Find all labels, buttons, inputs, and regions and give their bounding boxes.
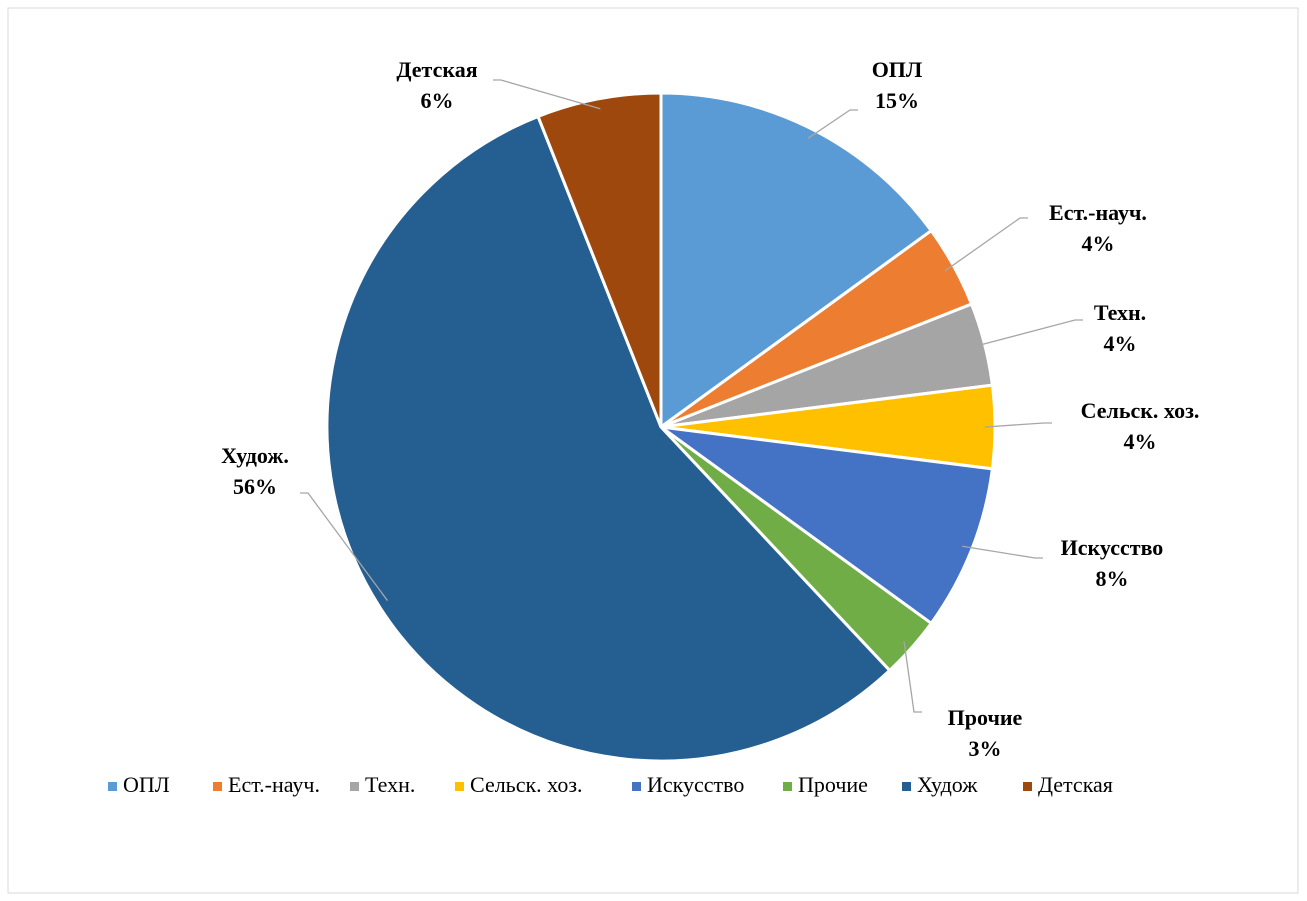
data-label-name: Техн. (1094, 300, 1146, 325)
data-label-name: Искусство (1061, 535, 1164, 560)
leader-line (962, 545, 1043, 559)
leader-line (944, 217, 1028, 272)
legend-label: Сельск. хоз. (470, 772, 583, 797)
legend-label: Прочие (798, 772, 868, 797)
leader-line (807, 109, 858, 139)
data-label-value: 56% (233, 474, 277, 499)
leader-line (984, 422, 1052, 428)
pie-slice (659, 91, 934, 430)
legend-swatch (108, 782, 117, 791)
data-label-name: ОПЛ (872, 57, 923, 82)
data-label-value: 4% (1124, 429, 1157, 454)
legend-label: Искусство (647, 772, 744, 797)
data-label-name: Прочие (948, 705, 1023, 730)
legend-label: Худож (917, 772, 978, 797)
legend-label: Ест.-науч. (228, 772, 320, 797)
data-label-name: Детская (396, 57, 477, 82)
leader-line (903, 641, 922, 713)
data-label-name: Сельск. хоз. (1081, 398, 1200, 423)
legend-swatch (632, 782, 641, 791)
legend-swatch (1023, 782, 1032, 791)
pie-slice (325, 114, 892, 763)
legend-swatch (783, 782, 792, 791)
legend-label: Детская (1038, 772, 1113, 797)
data-label-value: 3% (969, 736, 1002, 761)
legend-swatch (455, 782, 464, 791)
pie-slice (536, 91, 663, 428)
data-label-value: 4% (1082, 231, 1115, 256)
legend-label: Техн. (365, 772, 415, 797)
legend-label: ОПЛ (123, 772, 170, 797)
data-label-value: 6% (421, 88, 454, 113)
legend-swatch (902, 782, 911, 791)
data-label-value: 8% (1096, 566, 1129, 591)
data-label-value: 4% (1104, 331, 1137, 356)
legend-swatch (213, 782, 222, 791)
leader-line (974, 319, 1083, 348)
leader-line (493, 79, 601, 110)
data-label-value: 15% (875, 88, 919, 113)
leader-line (300, 492, 388, 601)
data-label-name: Ест.-науч. (1049, 200, 1147, 225)
legend-swatch (350, 782, 359, 791)
data-label-name: Худож. (221, 443, 289, 468)
pie-slice (660, 425, 995, 626)
